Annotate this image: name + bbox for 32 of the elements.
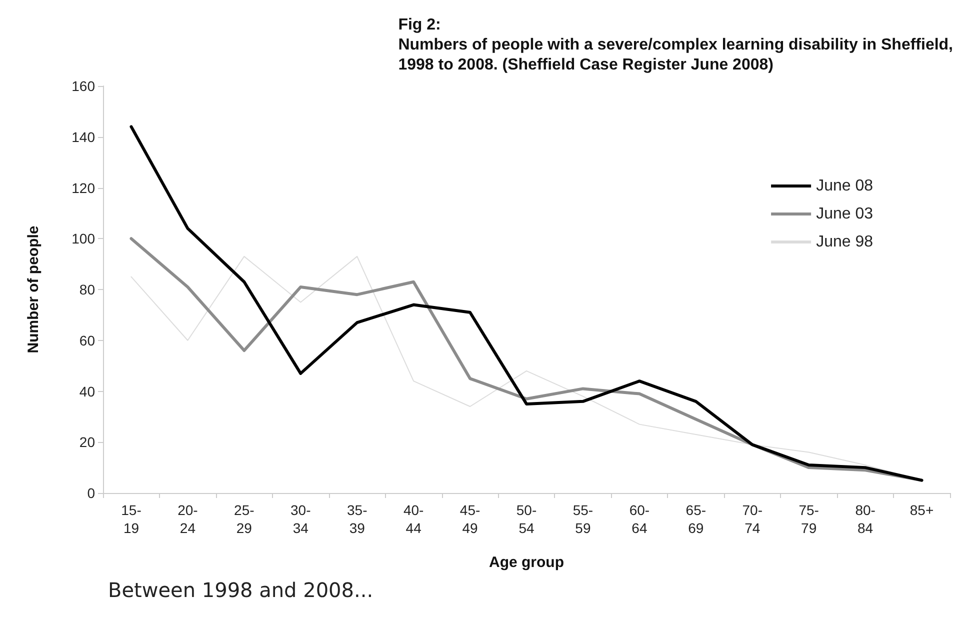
y-tick-label: 100 <box>72 230 96 247</box>
y-tick-label: 140 <box>72 128 96 145</box>
x-tick-label: 40-44 <box>403 502 424 536</box>
chart-title: Fig 2: Numbers of people with a severe/complex learning disability in Sheffield, 1998 to 2008. (Sheffield Case Register June 2008) <box>398 16 954 74</box>
x-tick-label: 15-19 <box>121 502 142 536</box>
x-tick-label: 30-34 <box>290 502 312 536</box>
y-tick-label: 60 <box>79 332 96 348</box>
y-tick-label: 40 <box>79 383 96 400</box>
x-tick-label: 60-64 <box>629 502 650 536</box>
legend-label: June 03 <box>816 206 874 222</box>
y-tick-label: 0 <box>87 485 96 501</box>
legend-label: June 98 <box>816 234 874 250</box>
x-tick-label: 65-69 <box>686 502 706 536</box>
x-tick-label: 25-29 <box>234 502 255 536</box>
x-tick-label: 85+ <box>910 502 934 518</box>
legend-label: June 08 <box>816 178 874 194</box>
x-tick-label: 20-24 <box>178 502 198 536</box>
x-tick-label: 45-49 <box>460 502 480 536</box>
x-tick-label: 55-59 <box>572 502 594 536</box>
x-tick-label: 75-79 <box>798 502 820 536</box>
y-tick-label: 80 <box>79 282 96 298</box>
y-tick-label: 160 <box>72 78 96 94</box>
x-tick-label: 35-39 <box>346 502 368 536</box>
x-axis-title: Age group <box>489 554 564 571</box>
y-tick-label: 20 <box>79 434 96 450</box>
y-tick-label: 120 <box>72 180 96 196</box>
x-tick-label: 80-84 <box>855 502 876 536</box>
text: Between 1998 and 2008... <box>108 578 374 602</box>
x-tick-label: 50-54 <box>516 502 537 536</box>
line-series <box>130 125 924 482</box>
x-tick-label: 70-74 <box>742 502 763 536</box>
y-axis-title: Number of people <box>25 226 42 354</box>
